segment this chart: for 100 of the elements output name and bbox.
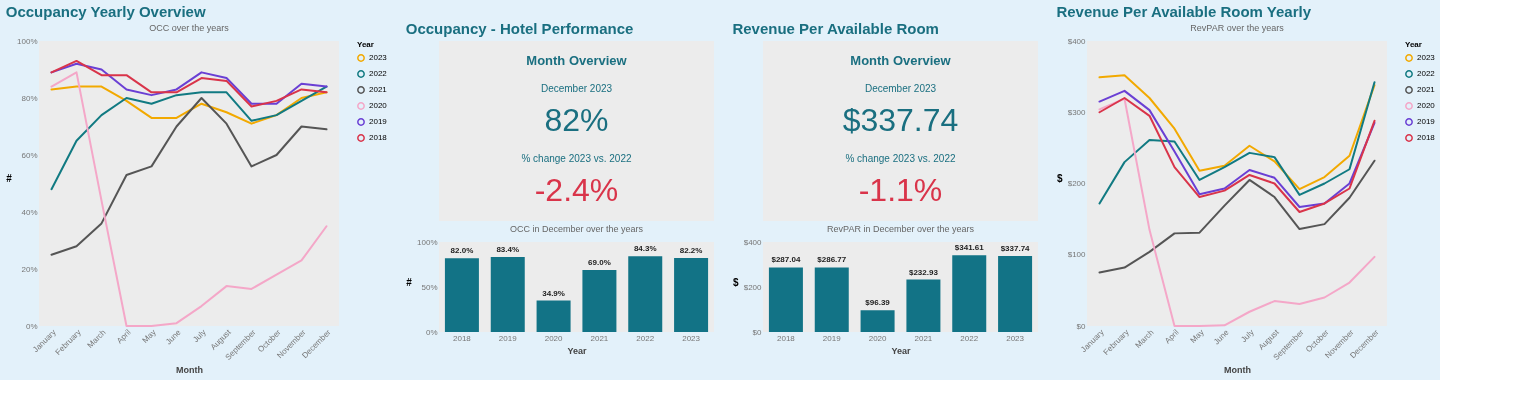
text: December 2023 xyxy=(864,83,937,94)
bar xyxy=(814,267,849,332)
data-label: 84.3% xyxy=(633,244,657,254)
y-tick-label: $300 xyxy=(1067,107,1087,117)
legend-label: 2018 xyxy=(369,133,388,142)
y-tick-label: 40% xyxy=(21,207,38,217)
bar xyxy=(952,255,987,332)
bar xyxy=(768,267,803,332)
legend-label: 2018 xyxy=(1417,133,1436,142)
line-series xyxy=(50,85,328,191)
text: -2.4% xyxy=(534,172,619,208)
y-tick-label: $200 xyxy=(1067,179,1087,188)
y-tick-label: 0% xyxy=(425,327,438,337)
x-tick-label: May xyxy=(140,327,158,345)
text: Month Overview xyxy=(850,53,952,68)
y-tick-label: 60% xyxy=(21,150,38,160)
data-label: $286.77 xyxy=(817,255,847,265)
x-tick-label: 2018 xyxy=(453,333,472,343)
data-label: 82.0% xyxy=(450,246,474,256)
data-label: $337.74 xyxy=(1000,244,1031,254)
text: $337.74 xyxy=(842,102,959,138)
data-label: 69.0% xyxy=(588,257,611,267)
x-axis-title: Month xyxy=(1224,364,1251,375)
legend-label: 2019 xyxy=(1417,117,1436,126)
bar xyxy=(998,256,1033,332)
bar xyxy=(490,256,525,332)
legend-title: Year xyxy=(1405,40,1422,49)
line-series xyxy=(50,71,328,327)
y-tick-label: $400 xyxy=(743,237,763,247)
y-tick-label: $200 xyxy=(743,282,763,292)
line-series xyxy=(50,97,328,256)
y-tick-label: 50% xyxy=(421,282,438,292)
y-tick-label: 20% xyxy=(21,264,38,274)
x-tick-label: 2023 xyxy=(1006,333,1025,343)
bar xyxy=(444,258,479,332)
y-tick-label: $100 xyxy=(1067,250,1087,260)
x-tick-label: 2019 xyxy=(498,333,518,343)
x-tick-label: 2023 xyxy=(682,333,701,343)
y-tick-label: 0% xyxy=(25,321,38,331)
x-tick-label: 2021 xyxy=(914,333,933,343)
legend-label: 2023 xyxy=(369,53,388,62)
y-tick-label: $400 xyxy=(1067,36,1087,46)
line-series xyxy=(1098,159,1376,274)
legend-label: 2021 xyxy=(369,85,388,94)
data-label: $232.93 xyxy=(908,267,939,277)
x-tick-label: 2020 xyxy=(544,333,564,343)
data-label: $287.04 xyxy=(771,255,801,265)
legend-title: Year xyxy=(357,40,374,49)
y-tick-label: $0 xyxy=(1076,321,1087,331)
y-axis-title: $ xyxy=(732,276,739,288)
legend-label: 2019 xyxy=(369,117,388,126)
chart-subtitle: RevPAR in December over the years xyxy=(827,224,975,234)
bar xyxy=(860,310,895,332)
chart-subtitle: RevPAR over the years xyxy=(1190,23,1285,33)
chart-title: Revenue Per Available Room Yearly xyxy=(1056,3,1312,20)
y-axis-title: $ xyxy=(1056,173,1063,184)
data-label: $96.39 xyxy=(865,298,891,308)
x-axis-title: Year xyxy=(891,345,911,356)
bar xyxy=(582,269,617,332)
chart-title: Occupancy Yearly Overview xyxy=(5,3,206,20)
x-axis-title: Month xyxy=(176,364,203,375)
text: % change 2023 vs. 2022 xyxy=(845,153,956,164)
chart-subtitle: OCC in December over the years xyxy=(509,224,644,234)
bar xyxy=(536,300,571,332)
data-label: 34.9% xyxy=(542,288,565,298)
x-tick-label: July xyxy=(1239,327,1256,345)
x-tick-label: 2022 xyxy=(636,333,655,343)
legend-label: 2022 xyxy=(369,69,388,78)
legend-label: 2020 xyxy=(1417,101,1436,110)
chart-subtitle: OCC over the years xyxy=(149,23,230,33)
y-tick-label: 100% xyxy=(417,237,438,247)
bar xyxy=(628,256,663,332)
y-axis-title: # xyxy=(6,173,13,184)
legend-label: 2022 xyxy=(1417,69,1436,78)
x-tick-label: 2022 xyxy=(960,333,979,343)
legend-label: 2020 xyxy=(369,101,388,110)
text: Month Overview xyxy=(526,53,628,68)
x-tick-label: 2019 xyxy=(822,333,842,343)
text: % change 2023 vs. 2022 xyxy=(521,153,632,164)
x-tick-label: 2020 xyxy=(868,333,888,343)
data-label: 82.2% xyxy=(679,246,703,256)
line-series xyxy=(1098,97,1376,327)
chart-title: Occupancy - Hotel Performance xyxy=(405,20,634,37)
text: 82% xyxy=(544,102,609,138)
text: December 2023 xyxy=(540,83,613,94)
bar xyxy=(906,279,941,332)
text: -1.1% xyxy=(858,172,943,208)
x-tick-label: May xyxy=(1188,327,1206,345)
x-tick-label: 2018 xyxy=(777,333,796,343)
y-tick-label: 80% xyxy=(21,93,38,103)
data-label: 83.4% xyxy=(496,244,520,254)
legend-label: 2023 xyxy=(1417,53,1436,62)
bar xyxy=(674,258,709,332)
y-tick-label: 100% xyxy=(17,36,38,46)
x-tick-label: July xyxy=(191,327,208,345)
x-tick-label: 2021 xyxy=(590,333,609,343)
y-tick-label: $0 xyxy=(752,327,763,337)
legend-label: 2021 xyxy=(1417,85,1436,94)
line-series xyxy=(1098,74,1376,191)
chart-title: Revenue Per Available Room xyxy=(732,20,939,37)
